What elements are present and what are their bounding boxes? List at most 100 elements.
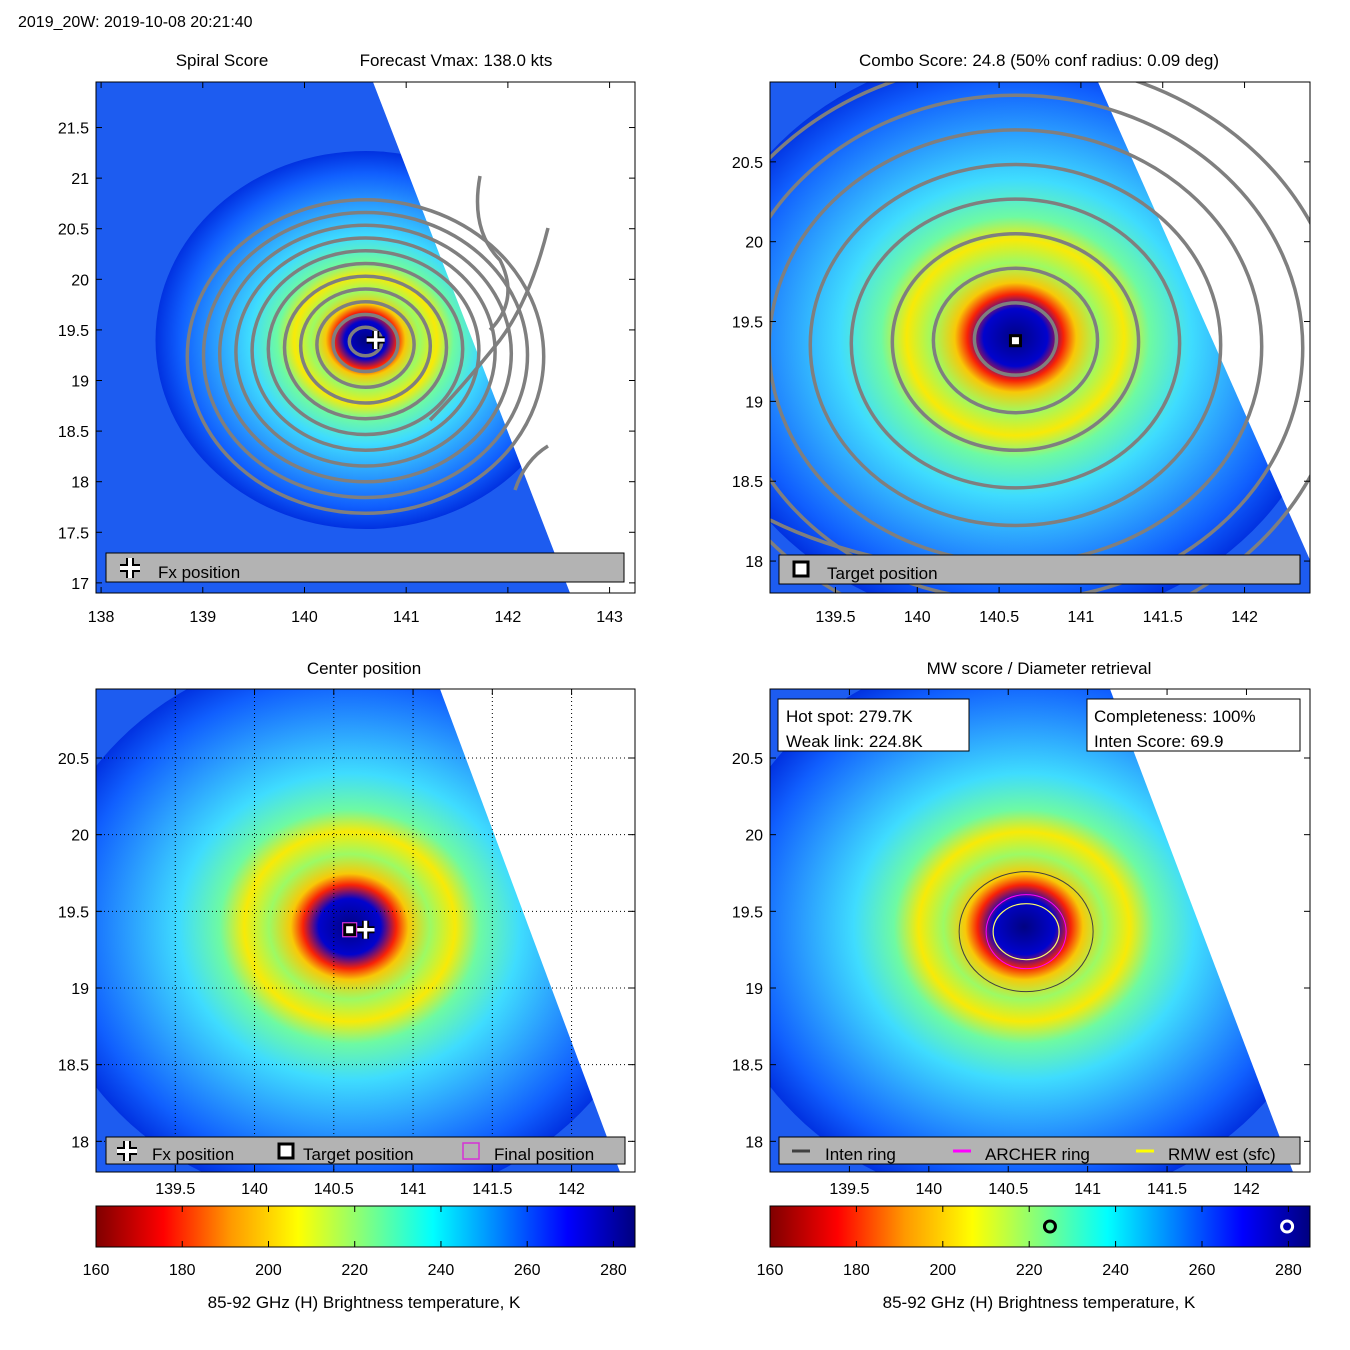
completeness-box [1086,698,1301,752]
cb-left-tick-label: 220 [341,1262,368,1279]
spiral-contour [250,249,481,453]
combo-no-data-region [1098,82,1310,560]
weak-link-label: Weak link: 224.8K [786,732,923,751]
inten-score-label: Inten Score: 69.9 [1094,732,1223,751]
spiral-contour [217,223,514,484]
spiral-y-tick-label: 17 [71,576,89,593]
center-legend-target: Target position [303,1145,414,1164]
spiral-contour [282,274,449,421]
spiral-score-panel: Spiral Score Forecast Vmax: 138.0 kts 13… [58,51,636,626]
spiral-no-data-region [373,82,635,593]
mw-y-tick-label: 18.5 [732,1058,763,1075]
center-x-tick-label: 142 [558,1181,585,1198]
center-position-panel: Center position 139.5 140 140.5 141 141.5 142… [58,659,636,1198]
hot-spot-marker [1280,1219,1295,1234]
spiral-y-tick-label: 19 [71,374,89,391]
center-plot-area: 139.5 140 140.5 141 141.5 142 18 18.5 19 19.5 20 20… [58,688,636,1198]
combo-x-tick-label: 141.5 [1143,609,1183,626]
cb-right-tick-label: 220 [1016,1262,1043,1279]
mw-x-tick-label: 141 [1074,1181,1101,1198]
final-position-legend-icon [462,1142,480,1160]
spiral-contour [513,444,549,491]
spiral-y-tick-label: 18.5 [58,424,89,441]
mw-x-tick-label: 141.5 [1147,1181,1187,1198]
spiral-legend-label: Fx position [158,563,240,582]
colorbar-right-label: 85-92 GHz (H) Brightness temperature, K [883,1293,1196,1312]
combo-y-tick-label: 18.5 [732,474,763,491]
mw-x-tick-label: 140.5 [988,1181,1028,1198]
spiral-contour [315,300,416,390]
center-x-tick-label: 141 [400,1181,427,1198]
spiral-contour [201,210,530,500]
center-x-tick-label: 139.5 [155,1181,195,1198]
center-target-marker [343,923,357,937]
combo-contour [770,93,1305,593]
mw-no-data-region [1110,689,1310,1172]
spiral-y-tick-label: 21.5 [58,121,89,138]
combo-score-panel: Combo Score: 24.8 (50% conf radius: 0.09… [732,51,1311,626]
cb-right-tick-label: 280 [1275,1262,1302,1279]
cb-right-tick-label: 200 [929,1262,956,1279]
combo-y-tick-label: 18 [745,554,763,571]
center-y-tick-label: 20.5 [58,751,89,768]
combo-contour [972,301,1059,377]
spiral-x-tick-label: 141 [393,609,420,626]
colorbar-right-gradient [769,1205,1311,1248]
spiral-title: Spiral Score [176,51,269,70]
spiral-y-tick-label: 20 [71,272,89,289]
mw-y-tick-label: 20.5 [732,751,763,768]
spiral-fx-marker [366,331,385,350]
combo-plot-area: 139.5 140 140.5 141 141.5 142 18 18.5 19 19.5 20 20… [732,81,1311,626]
spiral-contour [475,175,510,332]
archer-ring [985,894,1067,970]
combo-title: Combo Score: 24.8 (50% conf radius: 0.09… [859,51,1219,70]
center-y-tick-label: 18.5 [58,1058,89,1075]
cb-right-tick-label: 180 [843,1262,870,1279]
cb-left-tick-label: 180 [169,1262,196,1279]
spiral-axes-frame [95,81,636,594]
spiral-x-tick-label: 140 [291,609,318,626]
target-position-legend-icon [792,560,810,578]
combo-target-marker [1008,334,1022,348]
spiral-x-tick-label: 142 [495,609,522,626]
center-final-marker [342,922,358,938]
spiral-contour [234,236,497,468]
center-y-tick-label: 19.5 [58,904,89,921]
combo-y-tick-label: 20.5 [732,155,763,172]
center-fx-marker [356,920,375,939]
combo-contour [931,266,1100,415]
spiral-y-tick-label: 17.5 [58,525,89,542]
center-no-data-region [440,689,635,1172]
center-axes-frame [95,688,636,1173]
cb-left-tick-label: 280 [600,1262,627,1279]
mw-x-tick-label: 142 [1233,1181,1260,1198]
cb-right-tick-label: 160 [757,1262,784,1279]
combo-y-tick-label: 19 [745,394,763,411]
colorbar-left: 160 180 200 220 240 260 280 85-92 GHz (H) Brig… [83,1205,636,1312]
mw-score-panel: MW score / Diameter retrieval 139.5 140 14… [732,659,1311,1198]
spiral-y-tick-label: 20.5 [58,222,89,239]
page-title: 2019_20W: 2019-10-08 20:21:40 [18,14,253,31]
colorbar-left-label: 85-92 GHz (H) Brightness temperature, K [208,1293,521,1312]
mw-plot-area: 139.5 140 140.5 141 141.5 142 18 18.5 19 19.5 20 20… [732,688,1311,1198]
cb-left-tick-label: 260 [514,1262,541,1279]
spiral-y-tick-label: 18 [71,475,89,492]
completeness-label: Completeness: 100% [1094,707,1256,726]
combo-x-tick-label: 139.5 [815,609,855,626]
center-x-tick-label: 141.5 [472,1181,512,1198]
mw-x-tick-label: 140 [915,1181,942,1198]
hot-spot-label: Hot spot: 279.7K [786,707,913,726]
cb-right-tick-label: 240 [1102,1262,1129,1279]
combo-y-tick-label: 20 [745,235,763,252]
rmw-est-ring [992,903,1060,961]
center-y-tick-label: 20 [71,828,89,845]
combo-x-tick-label: 142 [1231,609,1258,626]
center-x-tick-label: 140 [241,1181,268,1198]
center-legend-box [105,1136,626,1165]
spiral-x-tick-label: 139 [189,609,216,626]
combo-axes-frame [769,81,1311,594]
colorbar-left-gradient [95,1205,636,1248]
combo-x-tick-label: 141 [1068,609,1095,626]
spiral-x-tick-label: 138 [88,609,115,626]
center-title: Center position [307,659,421,678]
